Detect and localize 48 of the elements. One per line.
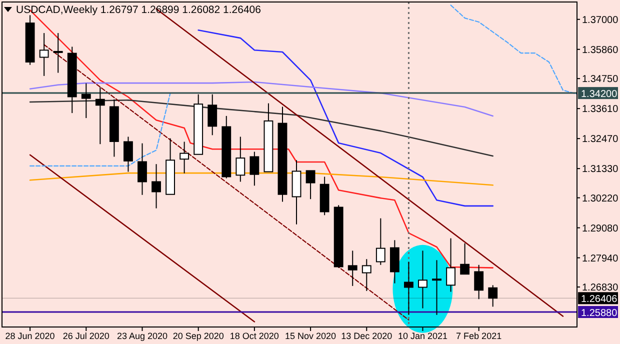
line-series (198, 30, 494, 207)
y-tick-label: 1.29080 (582, 223, 619, 234)
x-tick-label: 20 Sep 2020 (172, 331, 224, 341)
candlestick (306, 170, 316, 200)
candlestick (488, 284, 498, 308)
candlestick (95, 86, 105, 145)
y-tick-label: 1.37000 (582, 14, 619, 26)
candlestick (53, 32, 63, 74)
y-tick-label: 1.30220 (582, 193, 619, 204)
candlestick (138, 142, 147, 196)
candlestick (81, 82, 91, 119)
candlestick (446, 238, 456, 292)
x-tick-label: 18 Oct 2020 (230, 331, 279, 341)
candlestick (390, 240, 400, 284)
ref-line-label: 1.34200 (581, 89, 618, 100)
candlestick (39, 32, 49, 76)
y-tick-label: 1.33610 (582, 104, 619, 116)
candlestick (376, 218, 386, 266)
candlestick (152, 164, 161, 209)
line-series (29, 81, 494, 117)
y-tick-label: 1.27940 (582, 253, 619, 264)
y-tick-label: 1.34750 (582, 74, 619, 86)
candlestick (432, 260, 442, 316)
x-tick-label: 26 Jul 2020 (62, 331, 110, 341)
candlestick (348, 250, 358, 286)
x-tick-label: 10 Jan 2021 (398, 331, 448, 341)
candlestick (362, 258, 372, 292)
x-tick-label: 23 Aug 2020 (116, 331, 168, 341)
ref-line-label: 1.25880 (581, 308, 618, 319)
candlestick (236, 136, 246, 182)
candlestick (404, 261, 414, 316)
line-series (29, 100, 494, 157)
x-tick-label: 28 Jun 2020 (5, 331, 55, 341)
ref-line-label: 1.26406 (581, 294, 618, 306)
x-tick-label: 13 Dec 2020 (341, 331, 392, 341)
y-tick-label: 1.26830 (582, 282, 619, 294)
x-tick-label: 15 Nov 2020 (285, 331, 336, 341)
candlestick (460, 242, 470, 275)
y-tick-label: 1.32470 (582, 134, 619, 146)
candlestick (418, 250, 428, 309)
candlestick (250, 151, 260, 186)
candlestick (474, 264, 484, 300)
y-tick-label: 1.35860 (582, 44, 619, 56)
x-tick-label: 7 Feb 2021 (456, 331, 502, 341)
candlestick (124, 136, 133, 172)
candlestick (208, 94, 218, 136)
y-tick-label: 1.31330 (582, 164, 619, 176)
candlestick (180, 141, 190, 174)
